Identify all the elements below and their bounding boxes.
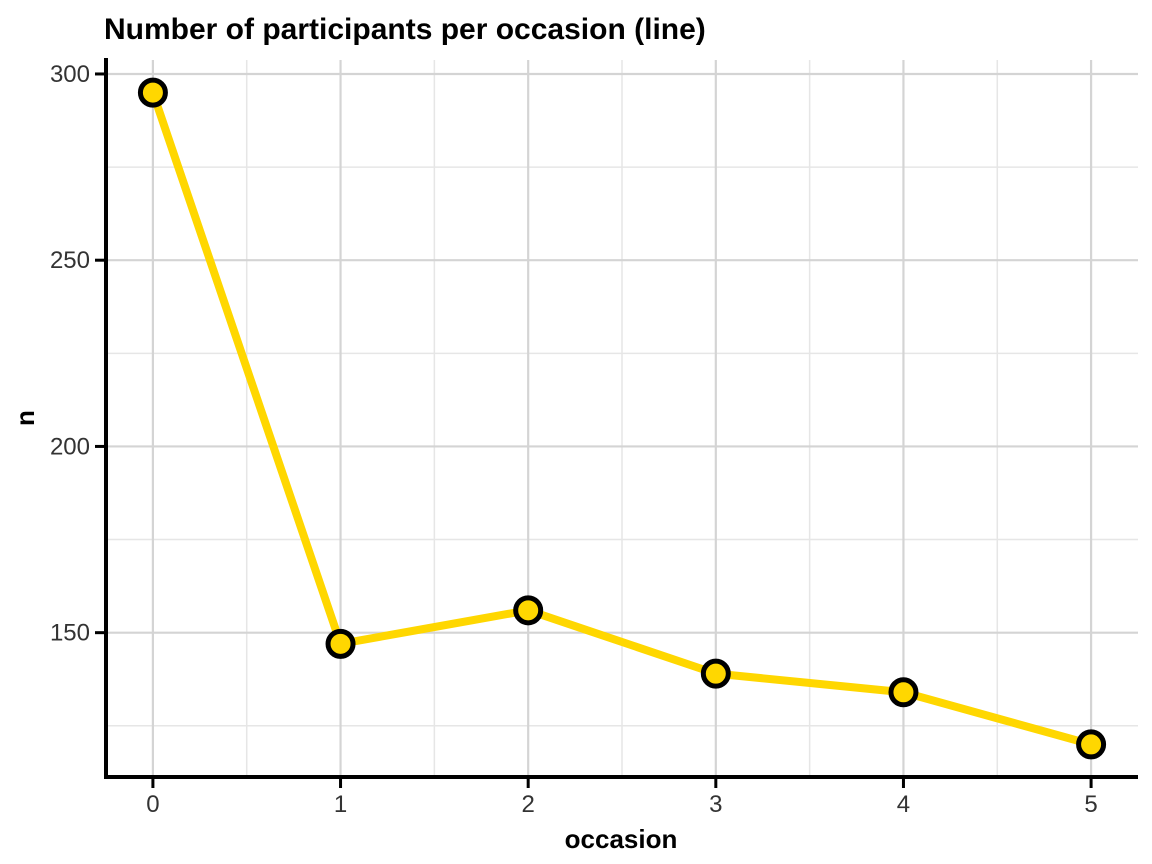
- x-tick-label: 0: [146, 791, 159, 818]
- data-point: [137, 77, 168, 108]
- data-point: [325, 628, 356, 659]
- grid-minor-lines: [106, 60, 1138, 777]
- x-tick-label: 3: [709, 791, 722, 818]
- data-point: [700, 658, 731, 689]
- y-tick-label: 300: [50, 61, 90, 88]
- data-line: [148, 88, 1096, 749]
- data-point: [1076, 729, 1107, 760]
- y-axis-title: n: [10, 410, 40, 426]
- y-tick-label: 200: [50, 433, 90, 460]
- axis-ticks: [95, 72, 1093, 788]
- x-tick-label: 5: [1084, 791, 1097, 818]
- axis-tick-labels: 0 1 2 3 4 5 150 200 250 300: [50, 61, 1098, 818]
- grid-major-lines: [106, 60, 1138, 777]
- chart-title: Number of participants per occasion (lin…: [104, 13, 706, 46]
- x-axis-title: occasion: [565, 824, 678, 854]
- x-tick-label: 1: [334, 791, 347, 818]
- x-tick-label: 4: [897, 791, 910, 818]
- axis-lines: [104, 58, 1138, 779]
- data-point: [888, 677, 919, 708]
- y-tick-label: 250: [50, 247, 90, 274]
- x-tick-label: 2: [522, 791, 535, 818]
- data-series: [137, 77, 1107, 760]
- y-tick-label: 150: [50, 620, 90, 647]
- data-point: [513, 595, 544, 626]
